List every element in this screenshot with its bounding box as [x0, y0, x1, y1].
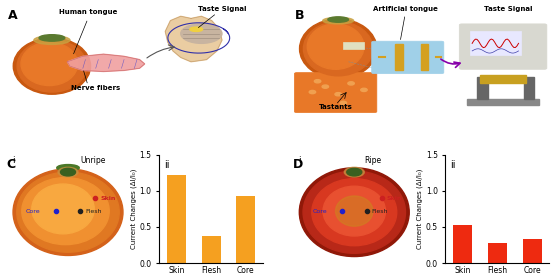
FancyBboxPatch shape [294, 73, 377, 113]
FancyBboxPatch shape [460, 24, 547, 69]
Bar [344, 42, 364, 49]
Bar [523, 239, 542, 263]
Ellipse shape [17, 172, 119, 252]
Ellipse shape [13, 169, 123, 255]
Ellipse shape [58, 167, 78, 177]
Text: Flesh: Flesh [372, 209, 388, 214]
Bar [201, 236, 221, 263]
Text: Human tongue: Human tongue [59, 9, 117, 15]
Polygon shape [165, 16, 222, 62]
Y-axis label: Current Changes (ΔI/I₀): Current Changes (ΔI/I₀) [416, 169, 423, 249]
Ellipse shape [32, 184, 94, 234]
Bar [236, 196, 255, 263]
Ellipse shape [300, 19, 377, 79]
Text: Unripe: Unripe [80, 156, 105, 165]
Ellipse shape [361, 88, 367, 92]
Bar [477, 77, 488, 99]
Ellipse shape [13, 38, 90, 94]
Text: i: i [298, 156, 301, 165]
Ellipse shape [303, 171, 406, 253]
Text: Core: Core [26, 209, 41, 214]
Text: Core: Core [312, 209, 327, 214]
Ellipse shape [348, 82, 354, 85]
Text: Nerve fibers: Nerve fibers [71, 85, 120, 91]
Ellipse shape [307, 24, 364, 69]
Ellipse shape [335, 93, 341, 96]
Ellipse shape [336, 196, 373, 226]
Text: ii: ii [164, 160, 170, 170]
Ellipse shape [21, 42, 78, 85]
Ellipse shape [309, 90, 316, 94]
Text: B: B [294, 9, 304, 22]
Ellipse shape [328, 17, 349, 22]
Ellipse shape [39, 35, 65, 41]
FancyBboxPatch shape [372, 41, 444, 74]
Text: Ripe: Ripe [365, 156, 382, 165]
Text: D: D [293, 158, 304, 171]
Ellipse shape [322, 85, 329, 88]
Ellipse shape [340, 101, 346, 104]
Text: C: C [7, 158, 16, 171]
Bar [453, 225, 472, 263]
Text: ii: ii [451, 160, 456, 170]
Ellipse shape [181, 24, 222, 43]
Ellipse shape [190, 27, 203, 32]
Bar [488, 243, 507, 263]
Text: Skin: Skin [387, 196, 402, 201]
Ellipse shape [312, 179, 397, 246]
Ellipse shape [322, 17, 354, 24]
Bar [524, 77, 534, 99]
Text: Skin: Skin [100, 196, 116, 201]
Ellipse shape [344, 167, 364, 177]
Ellipse shape [22, 178, 109, 245]
Ellipse shape [314, 80, 321, 83]
Ellipse shape [17, 40, 87, 92]
Ellipse shape [323, 186, 386, 236]
Text: i: i [12, 156, 14, 165]
Text: Taste Signal: Taste Signal [484, 6, 532, 12]
Y-axis label: Current Changes (ΔI/I₀): Current Changes (ΔI/I₀) [130, 169, 137, 249]
Bar [467, 99, 539, 105]
Bar [480, 75, 526, 83]
Ellipse shape [57, 165, 79, 171]
Bar [167, 175, 186, 263]
Bar [395, 44, 402, 70]
Bar [421, 44, 428, 70]
Polygon shape [67, 54, 145, 72]
Text: Taste Signal: Taste Signal [198, 6, 246, 12]
Text: Flesh: Flesh [85, 209, 102, 214]
Ellipse shape [34, 36, 70, 44]
Ellipse shape [60, 168, 75, 176]
Text: Artificial tongue: Artificial tongue [373, 6, 437, 12]
Text: Tastants: Tastants [319, 104, 352, 110]
Bar [470, 32, 521, 55]
Ellipse shape [299, 168, 409, 256]
Text: A: A [8, 9, 18, 22]
Ellipse shape [347, 168, 362, 176]
Ellipse shape [304, 22, 373, 76]
